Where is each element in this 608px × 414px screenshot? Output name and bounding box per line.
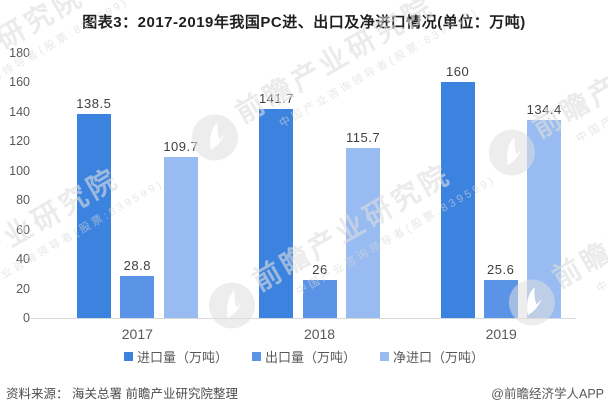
legend-label: 净进口（万吨） [393,349,485,365]
legend-swatch-icon [380,351,389,361]
y-tick-label: 160 [9,75,30,90]
credit-note: @前瞻经济学人APP [491,387,604,401]
bar-column: 115.7 [346,53,381,318]
bar-value-label: 141.7 [258,91,294,107]
legend-swatch-icon [251,351,261,361]
bars-row: 160 25.6 134.4 [440,53,562,318]
bar-column: 141.7 [259,53,294,318]
bar-group: 138.5 28.8 109.7 2017 [76,53,198,342]
bar-chart: 0 20 40 60 80 100 120 140 160 180 138.5 28.8 109.7 2… [0,40,608,342]
bar [163,156,198,318]
y-axis: 0 20 40 60 80 100 120 140 160 180 [0,40,34,342]
bar-value-label: 28.8 [123,257,151,273]
y-tick-label: 60 [16,222,30,237]
bar [527,120,562,318]
bar [440,82,475,318]
bars-row: 138.5 28.8 109.7 [76,53,198,318]
bar-column: 25.6 [483,53,518,318]
category-label: 2018 [303,326,336,342]
bar-value-label: 134.4 [526,102,562,118]
category-label: 2017 [121,326,153,342]
bar-value-label: 26 [312,261,328,277]
legend-item: 出口量（万吨） [251,347,356,366]
legend-item: 净进口（万吨） [380,347,484,366]
bar [303,279,337,318]
legend: 进口量（万吨） 出口量（万吨） 净进口（万吨） [0,347,608,365]
bar-value-label: 160 [446,64,470,80]
category-label: 2019 [485,326,517,342]
bar [76,114,111,318]
bar [120,275,155,318]
bar-column: 160 [440,53,475,318]
legend-label: 进口量（万吨） [136,349,228,365]
x-axis-line [30,318,576,319]
legend-swatch-icon [123,351,133,361]
page-title: 图表3：2017-2019年我国PC进、出口及净进口情况(单位：万吨) [82,14,526,31]
y-tick-label: 100 [9,163,30,178]
bar-value-label: 109.7 [163,138,199,154]
source-note: 资料来源： 海关总署 前瞻产业研究院整理 [6,387,238,401]
bar [483,280,518,318]
bar-value-label: 115.7 [346,129,381,145]
legend-item: 进口量（万吨） [123,347,228,366]
bar-column: 138.5 [76,53,111,318]
y-tick-label: 20 [16,281,30,296]
bar-column: 109.7 [163,53,198,318]
bar [259,109,294,318]
bar-column: 134.4 [527,53,562,318]
bar-group: 141.7 26 115.7 2018 [259,53,381,342]
bar-column: 26 [303,53,337,318]
y-tick-label: 40 [16,252,30,267]
legend-label: 出口量（万吨） [264,349,356,365]
bar-value-label: 25.6 [487,262,515,278]
bar [346,147,381,318]
y-tick-label: 0 [23,311,30,325]
y-tick-label: 120 [9,134,30,149]
bar-groups: 138.5 28.8 109.7 2017 141.7 26 115.7 2018 160 25.… [46,53,592,342]
bar-value-label: 138.5 [76,96,112,112]
y-tick-label: 140 [9,104,30,119]
bars-row: 141.7 26 115.7 [259,53,381,318]
y-tick-label: 180 [9,46,30,60]
footer: 资料来源： 海关总署 前瞻产业研究院整理 @前瞻经济学人APP [6,383,604,402]
bar-column: 28.8 [120,53,155,318]
y-tick-label: 80 [16,193,30,208]
bar-group: 160 25.6 134.4 2019 [440,53,562,342]
